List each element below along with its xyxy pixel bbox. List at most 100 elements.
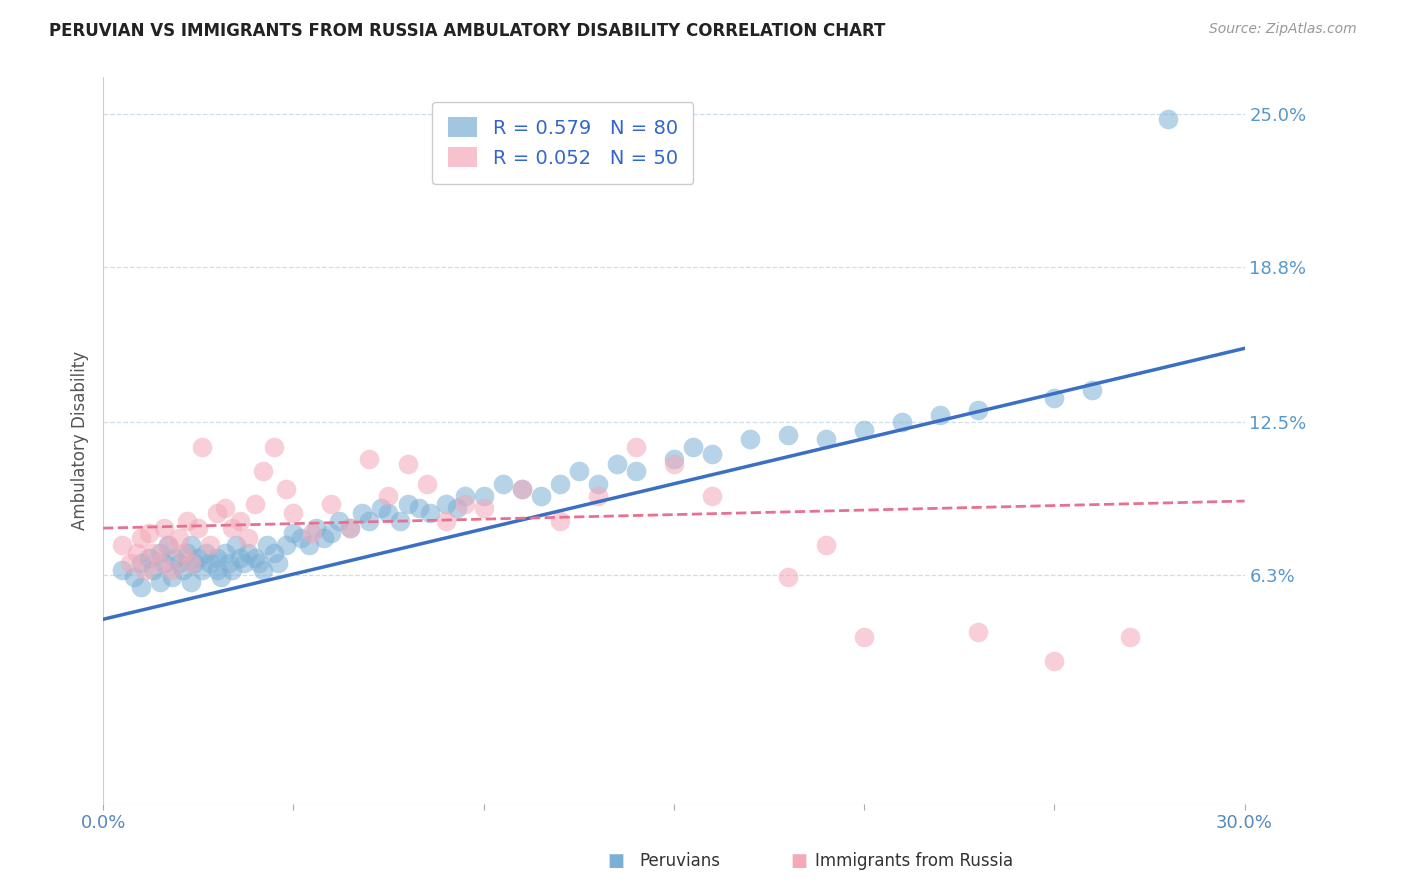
Point [129,580,152,594]
Point [682,440,704,454]
Point [472,501,495,516]
Point [198,538,221,552]
Text: ■: ■ [607,852,624,870]
Text: Peruvians: Peruvians [640,852,721,870]
Point [214,546,236,560]
Point [274,482,297,496]
Point [305,521,328,535]
Point [274,538,297,552]
Point [530,489,553,503]
Point [396,457,419,471]
Point [263,440,285,454]
Point [434,514,457,528]
Point [321,526,343,541]
Point [377,507,399,521]
Point [370,501,392,516]
Point [180,575,202,590]
Point [624,465,647,479]
Point [236,531,259,545]
Point [129,531,152,545]
Point [267,556,290,570]
Point [359,452,381,467]
Point [142,546,165,560]
Point [814,433,837,447]
Point [967,624,990,639]
Point [207,563,229,577]
Point [218,556,240,570]
Point [160,563,183,577]
Point [396,496,419,510]
Point [194,546,217,560]
Point [156,538,179,552]
Point [283,526,305,541]
Point [198,556,221,570]
Point [419,507,441,521]
Text: Source: ZipAtlas.com: Source: ZipAtlas.com [1209,22,1357,37]
Point [221,563,243,577]
Point [111,538,134,552]
Point [548,476,571,491]
Legend: R = 0.579   N = 80, R = 0.052   N = 50: R = 0.579 N = 80, R = 0.052 N = 50 [433,102,693,184]
Point [1043,391,1066,405]
Point [662,457,685,471]
Text: ■: ■ [790,852,807,870]
Point [408,501,430,516]
Point [1157,112,1180,127]
Point [339,521,361,535]
Point [176,514,198,528]
Point [491,476,513,491]
Point [415,476,437,491]
Point [510,482,533,496]
Point [209,570,232,584]
Point [252,465,274,479]
Point [662,452,685,467]
Point [568,465,591,479]
Point [221,521,243,535]
Point [624,440,647,454]
Point [359,514,381,528]
Point [700,489,723,503]
Point [138,526,160,541]
Point [225,538,247,552]
Point [207,550,229,565]
Point [167,531,190,545]
Point [446,501,468,516]
Point [232,556,254,570]
Point [388,514,411,528]
Point [1119,630,1142,644]
Text: Immigrants from Russia: Immigrants from Russia [815,852,1014,870]
Point [256,538,278,552]
Point [853,630,876,644]
Point [191,440,214,454]
Point [180,538,202,552]
Point [1081,383,1104,397]
Point [453,489,475,503]
Point [738,433,761,447]
Point [176,546,198,560]
Point [548,514,571,528]
Point [586,476,609,491]
Point [183,556,205,570]
Text: PERUVIAN VS IMMIGRANTS FROM RUSSIA AMBULATORY DISABILITY CORRELATION CHART: PERUVIAN VS IMMIGRANTS FROM RUSSIA AMBUL… [49,22,886,40]
Point [129,556,152,570]
Point [167,556,190,570]
Point [187,550,209,565]
Point [142,563,165,577]
Point [111,563,134,577]
Point [127,546,149,560]
Point [967,403,990,417]
Point [138,550,160,565]
Point [263,546,285,560]
Point [149,546,172,560]
Point [434,496,457,510]
Point [586,489,609,503]
Point [350,507,373,521]
Y-axis label: Ambulatory Disability: Ambulatory Disability [72,351,89,530]
Point [149,556,172,570]
Point [180,556,202,570]
Point [290,531,312,545]
Point [118,556,141,570]
Point [891,415,914,429]
Point [229,550,252,565]
Point [700,447,723,461]
